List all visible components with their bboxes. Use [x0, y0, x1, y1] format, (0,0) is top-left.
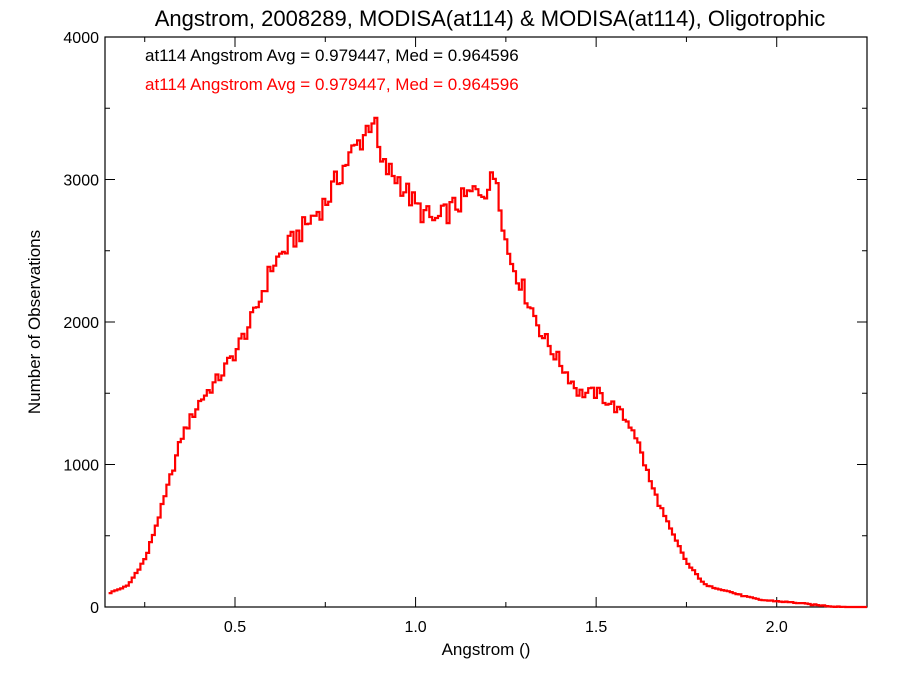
y-tick-label: 2000	[63, 315, 99, 332]
x-axis-label: Angstrom ()	[442, 640, 531, 659]
x-tick-label: 2.0	[766, 619, 788, 636]
series-layer	[108, 116, 867, 609]
chart-title: Angstrom, 2008289, MODISA(at114) & MODIS…	[155, 6, 825, 31]
x-tick-label: 1.5	[585, 619, 607, 636]
y-tick-label: 3000	[63, 173, 99, 190]
y-tick-label: 4000	[63, 30, 99, 47]
y-axis-label: Number of Observations	[25, 230, 44, 414]
x-axis-ticks: 0.5 1.0 1.5 2.0	[144, 37, 788, 636]
stats-annotation-black: at114 Angstrom Avg = 0.979447, Med = 0.9…	[145, 46, 519, 65]
y-tick-label: 1000	[63, 458, 99, 475]
stats-annotation-red: at114 Angstrom Avg = 0.979447, Med = 0.9…	[145, 75, 519, 94]
x-tick-label: 0.5	[224, 619, 246, 636]
histogram-series-0	[108, 116, 867, 609]
y-axis-ticks: 0 1000 2000 3000 4000	[63, 30, 867, 617]
y-tick-label: 0	[90, 600, 99, 617]
x-tick-label: 1.0	[404, 619, 426, 636]
plot-frame	[104, 36, 868, 608]
